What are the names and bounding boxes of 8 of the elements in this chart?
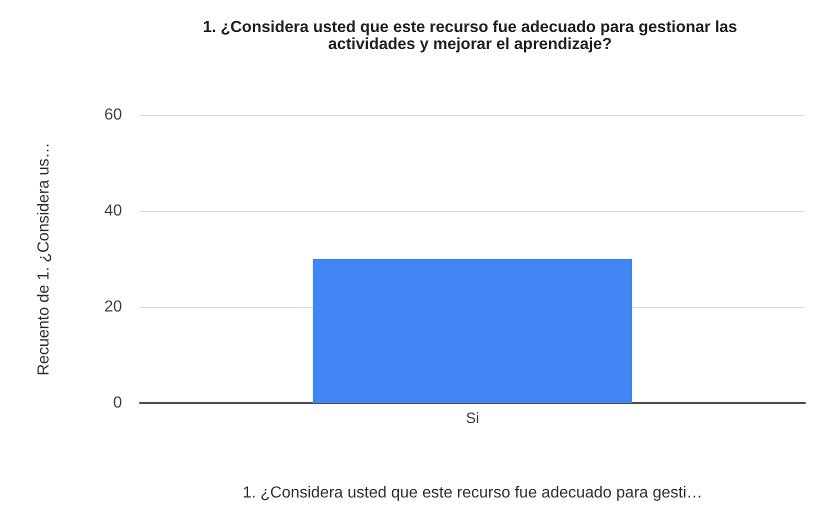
chart-title: 1. ¿Considera usted que este recurso fue adecuado para gestionar las actividades y mejorar el aprendizaje? bbox=[202, 19, 738, 53]
x-tick-label: Si bbox=[466, 410, 480, 427]
y-axis-title: Recuento de 1. ¿Considera us… bbox=[36, 142, 52, 376]
y-tick-label: 40 bbox=[104, 202, 122, 220]
y-tick-label: 0 bbox=[113, 394, 122, 412]
y-tick-label: 20 bbox=[104, 298, 122, 316]
y-tick-label: 60 bbox=[104, 106, 122, 124]
x-axis-title: 1. ¿Considera usted que este recurso fue adecuado para gesti… bbox=[242, 484, 702, 502]
